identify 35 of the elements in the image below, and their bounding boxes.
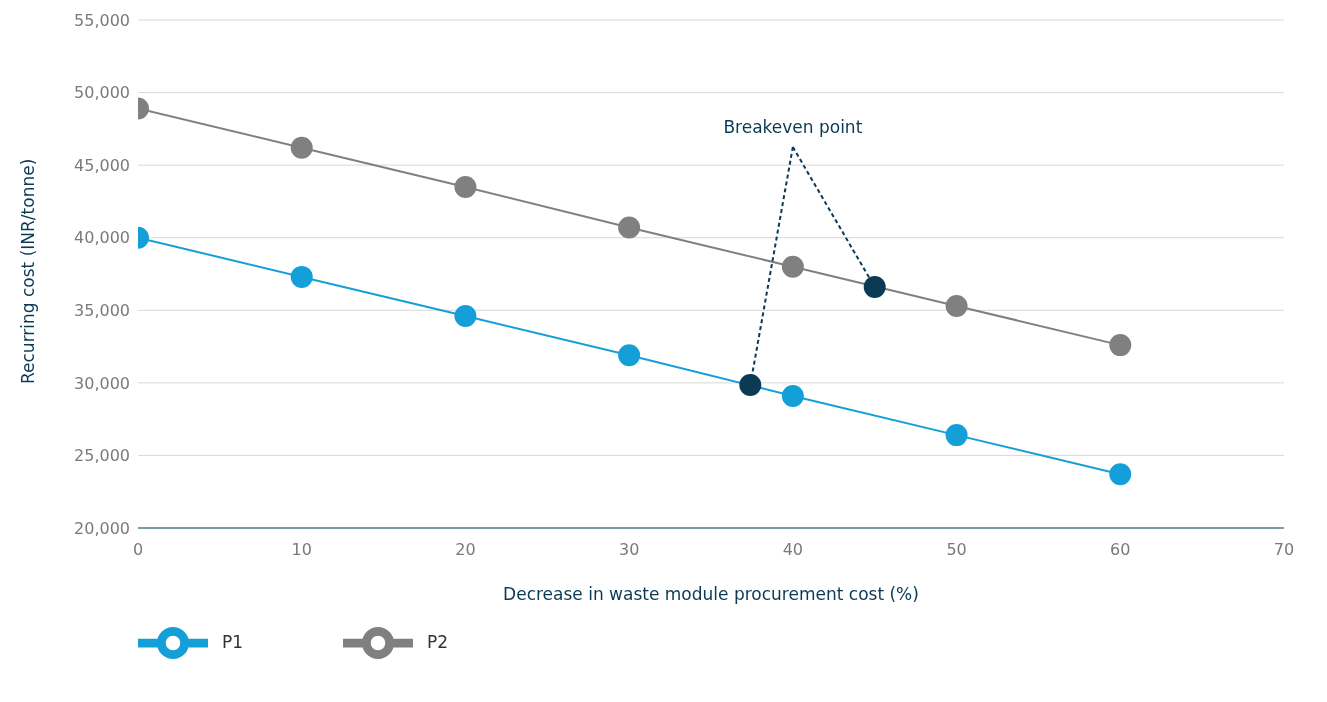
legend-label: P2 [427,632,449,652]
x-tick-label: 70 [1273,540,1295,560]
y-tick-label: 25,000 [74,446,130,466]
x-tick-label: 50 [946,540,967,560]
point [863,276,886,299]
point [454,175,477,198]
point [290,265,313,288]
point [1109,463,1132,486]
point [1109,334,1132,357]
y-tick-label: 50,000 [74,83,130,103]
point [739,374,762,397]
point [781,255,804,278]
x-axis-title: Decrease in waste module procurement cost (%) [503,584,919,604]
point [945,294,968,317]
legend-label: P1 [222,632,244,652]
x-tick-label: 0 [132,540,144,560]
x-tick-label: 20 [455,540,476,560]
y-tick-label: 40,000 [74,228,130,248]
point [945,424,968,447]
annotation: Breakeven point [723,117,863,137]
y-tick-label: 55,000 [74,10,130,30]
y-tick-label: 45,000 [74,155,130,175]
x-tick-label: 40 [782,540,804,560]
x-tick-label: 10 [291,540,312,560]
point [290,136,313,159]
point [618,344,641,367]
x-tick-label: 30 [618,540,640,560]
y-tick-label: 20,000 [74,518,130,538]
x-tick-label: 60 [1110,540,1131,560]
y-tick-label: 35,000 [74,300,130,320]
y-tick-label: 30,000 [74,373,130,393]
point [618,216,641,239]
point [454,305,477,328]
point [781,384,804,407]
y-axis-title: Recurring cost (INR/tonne) [18,158,39,384]
